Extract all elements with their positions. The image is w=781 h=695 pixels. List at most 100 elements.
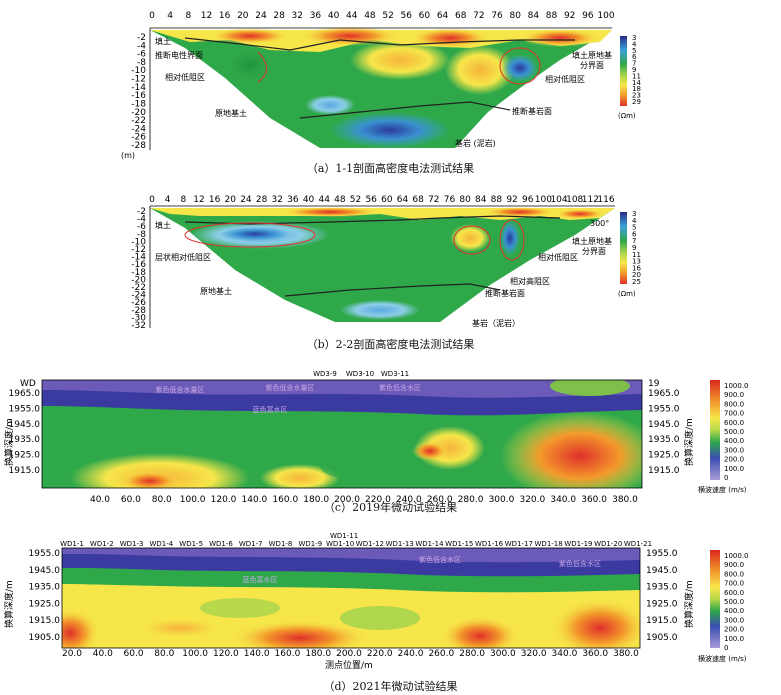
legend-value: 900.0 — [724, 391, 744, 399]
legend-value: 20 — [632, 271, 641, 279]
legend-value: 7 — [632, 237, 636, 245]
x-tick: 80.0 — [154, 649, 174, 659]
label-angle: 300° — [590, 219, 609, 228]
legend-value: 1000.0 — [724, 382, 749, 390]
y-label-right: 换算深度/m — [683, 580, 695, 628]
station-label: WD1-15 — [445, 540, 473, 548]
x-tick: 40 — [303, 195, 315, 205]
x-tick: 40.0 — [93, 649, 113, 659]
legend-value: 0 — [724, 644, 728, 652]
zone-label: 蓝色富水区 — [243, 575, 278, 584]
legend-value: 6 — [632, 53, 637, 61]
label-orig-soil: 原地基土 — [200, 286, 232, 296]
station-label: WD1-5 — [179, 540, 203, 548]
x-tick: 80 — [509, 11, 521, 21]
zone-label: 蓝色富水区 — [253, 405, 288, 414]
legend-value: 900.0 — [724, 561, 744, 569]
legend-value: 9 — [632, 244, 636, 252]
x-label: 测点位置/m — [325, 659, 373, 671]
x-tick: 88 — [491, 195, 503, 205]
x-tick: 140.0 — [244, 649, 270, 659]
resistivity-section-1-1: 0 4 8 12 16 20 24 28 32 36 40 44 48 52 56 60 64 68 72 76 80 8… — [121, 11, 641, 160]
label-low: 相对低阻区 — [538, 252, 578, 262]
x-ticks: 40.0 60.0 80.0 100.0 120.0 140.0 160.0 180.0 200… — [90, 495, 638, 505]
station-label: WD1-13 — [386, 540, 414, 548]
microtremor-2019: WD 19 WD3-9 WD3-10 WD3-11 1965.0 1955.0 1945… — [3, 370, 749, 505]
x-tick: 20 — [225, 195, 237, 205]
x-tick: 16 — [219, 11, 231, 21]
y-tick: 1955.0 — [646, 549, 678, 559]
x-tick: 112 — [582, 195, 599, 205]
caption-c: （c）2019年微动试验结果 — [323, 501, 458, 514]
station-label: WD1-21 — [624, 540, 652, 548]
x-tick: 8 — [185, 11, 191, 21]
x-tick: 60 — [419, 11, 431, 21]
y-tick: -16 — [131, 260, 146, 270]
legend-value: 200.0 — [724, 456, 744, 464]
x-axis-ticks: 0 4 8 12 16 20 24 28 32 36 40 44 48 52 56 60 64 68 72 76 80 8… — [149, 11, 615, 21]
legend-value: 700.0 — [724, 410, 744, 418]
x-tick: 44 — [318, 195, 330, 205]
y-axis-ticks: -2-4-6-8-10-12-14-16-18-20-22-24-26-28 — [131, 33, 146, 151]
legend-value: 9 — [632, 66, 636, 74]
y-tick: -8 — [137, 230, 146, 240]
y-label-left: 换算深度/m — [3, 418, 15, 466]
legend-value: 13 — [632, 258, 641, 266]
x-tick: 0 — [149, 11, 155, 21]
section-body — [150, 26, 612, 148]
x-tick: 24 — [240, 195, 252, 205]
legend-value: 4 — [632, 217, 637, 225]
x-tick: 340.0 — [550, 495, 576, 505]
legend-bar — [710, 550, 720, 648]
y-ticks-left: 1965.0 1955.0 1945.0 1935.0 1925.0 1915.0 — [9, 389, 41, 476]
caption-a: （a）1-1剖面高密度电法测试结果 — [306, 162, 475, 175]
y-tick: 1925.0 — [29, 599, 61, 609]
x-tick: 84 — [528, 11, 540, 21]
x-tick: 56 — [365, 195, 377, 205]
label-fill-orig-2: 分界面 — [582, 247, 606, 256]
x-tick: 48 — [334, 195, 346, 205]
station-label: WD1-8 — [269, 540, 293, 548]
x-tick: 240.0 — [396, 495, 422, 505]
legend-value: 18 — [632, 85, 641, 93]
station-extra: WD1-11 — [330, 532, 358, 540]
legend-value: 500.0 — [724, 428, 744, 436]
zone-label: 紫色低含水区 — [419, 555, 461, 564]
station-labels: WD3-9 WD3-10 WD3-11 — [313, 370, 409, 378]
x-tick: 44 — [346, 11, 358, 21]
legend-value: 800.0 — [724, 400, 744, 408]
y-tick: 1955.0 — [648, 404, 680, 414]
legend-value: 500.0 — [724, 598, 744, 606]
y-tick: -12 — [131, 75, 146, 85]
x-tick: 280.0 — [459, 649, 485, 659]
y-tick: -30 — [131, 313, 146, 323]
y-tick: 1945.0 — [9, 420, 41, 430]
legend-value: 29 — [632, 98, 641, 106]
x-tick: 92 — [506, 195, 517, 205]
station-label: WD1-18 — [535, 540, 563, 548]
legend-value: 800.0 — [724, 570, 744, 578]
label-fill-orig-1: 填土原地基 — [572, 236, 612, 246]
y-tick: -20 — [131, 108, 146, 118]
x-tick: 300.0 — [489, 495, 515, 505]
x-tick: 24 — [255, 11, 267, 21]
y-ticks-left: 1955.0 1945.0 1935.0 1925.0 1915.0 1905.0 — [29, 549, 61, 643]
label-bedrock: 基岩（泥岩） — [472, 318, 520, 328]
x-tick: 200.0 — [336, 649, 362, 659]
legend-unit: 横波速度 (m/s) — [698, 485, 747, 494]
velocity-section — [42, 380, 642, 488]
y-tick: 1945.0 — [29, 566, 61, 576]
label-bedrock: 基岩 (泥岩) — [455, 138, 496, 148]
zone-label: 紫色低含水区 — [379, 383, 421, 392]
x-tick: 28 — [273, 11, 285, 21]
x-tick: 100 — [535, 195, 552, 205]
x-tick: 0 — [149, 195, 155, 205]
legend-value: 25 — [632, 278, 641, 286]
x-tick: 160.0 — [275, 649, 301, 659]
station-label: WD3-11 — [381, 370, 409, 378]
x-tick: 120.0 — [211, 495, 237, 505]
y-tick: -22 — [131, 116, 146, 126]
x-tick: 28 — [256, 195, 268, 205]
x-tick: 104 — [550, 195, 567, 205]
